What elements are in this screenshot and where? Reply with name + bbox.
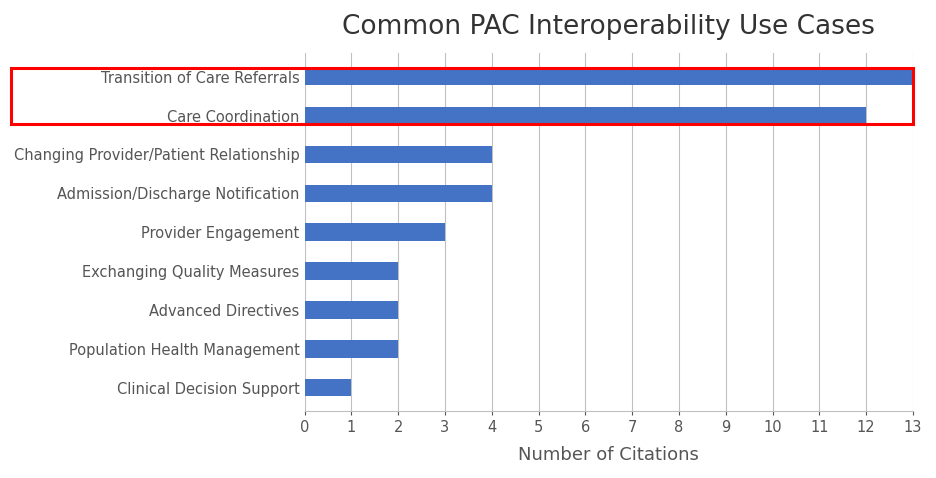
X-axis label: Number of Citations: Number of Citations xyxy=(519,446,699,464)
Bar xyxy=(304,340,398,358)
Bar xyxy=(304,68,913,86)
Bar xyxy=(304,301,398,319)
Title: Common PAC Interoperability Use Cases: Common PAC Interoperability Use Cases xyxy=(343,14,875,40)
Bar xyxy=(304,185,491,202)
Bar xyxy=(304,379,351,396)
Bar xyxy=(304,262,398,280)
Bar xyxy=(304,146,491,163)
Bar xyxy=(304,107,866,124)
Bar xyxy=(304,223,445,241)
